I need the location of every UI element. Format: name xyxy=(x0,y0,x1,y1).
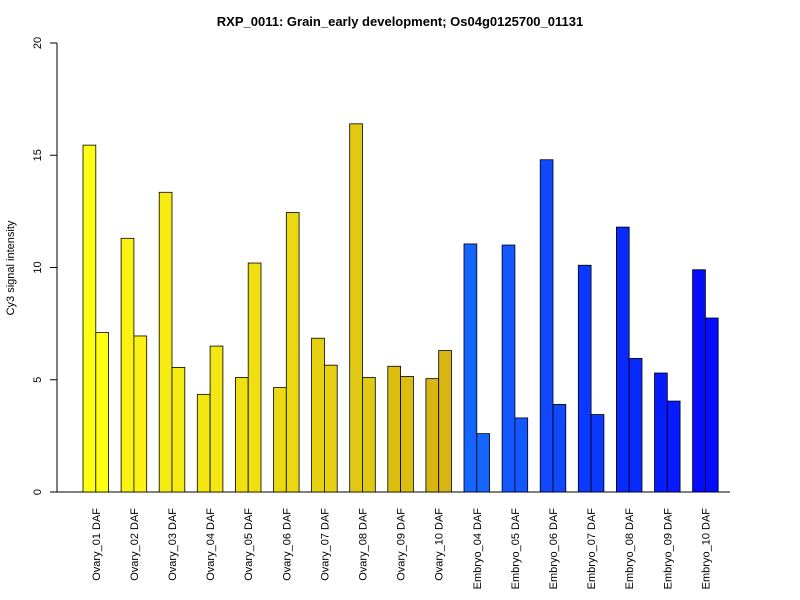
bar xyxy=(285,212,300,493)
y-axis-label: Cy3 signal intensity xyxy=(5,220,17,315)
bar xyxy=(273,387,287,493)
bar xyxy=(539,159,554,493)
bar xyxy=(234,377,249,493)
x-tick-label: Embryo_10 DAF xyxy=(700,508,712,590)
bar xyxy=(120,237,135,493)
bar xyxy=(349,123,363,493)
y-tick-label: 0 xyxy=(32,489,44,495)
x-tick-label: Ovary_08 DAF xyxy=(358,508,370,581)
bar xyxy=(362,377,376,493)
bar xyxy=(171,367,186,493)
y-tick-label: 15 xyxy=(32,149,44,161)
bar xyxy=(577,264,592,493)
bar xyxy=(438,350,452,493)
bar xyxy=(387,365,401,493)
x-tick-label: Embryo_09 DAF xyxy=(662,508,674,590)
bar xyxy=(628,358,643,493)
bar xyxy=(247,262,262,493)
x-tick-label: Embryo_06 DAF xyxy=(548,508,560,590)
bar xyxy=(196,393,211,493)
bar xyxy=(133,335,148,493)
x-tick-label: Ovary_02 DAF xyxy=(129,508,141,581)
x-tick-label: Ovary_10 DAF xyxy=(434,508,446,581)
bar xyxy=(476,433,490,493)
bar xyxy=(552,404,567,493)
bar xyxy=(209,345,224,493)
chart-title: RXP_0011: Grain_early development; Os04g… xyxy=(217,14,583,29)
y-tick-label: 10 xyxy=(32,261,44,273)
y-tick-label: 20 xyxy=(32,37,44,49)
bar xyxy=(501,244,516,493)
bar xyxy=(425,378,440,493)
bar xyxy=(616,226,630,493)
bar xyxy=(311,337,325,493)
x-tick-label: Ovary_04 DAF xyxy=(205,508,217,581)
bar xyxy=(514,417,529,493)
y-tick-label: 5 xyxy=(32,377,44,383)
x-tick-label: Embryo_05 DAF xyxy=(510,508,522,590)
bar xyxy=(95,332,110,493)
plot-area: 0 5 10 15 20 Ovary_01 DAF Ovary_02 DAF Ovary_03… xyxy=(32,37,730,589)
x-tick-label: Ovary_01 DAF xyxy=(91,508,103,581)
x-tick-label: Ovary_03 DAF xyxy=(167,508,179,581)
x-tick-label: Embryo_04 DAF xyxy=(472,508,484,590)
bar xyxy=(590,414,605,493)
x-tick-label: Embryo_08 DAF xyxy=(624,508,636,590)
bar xyxy=(654,372,668,493)
x-tick-label: Ovary_07 DAF xyxy=(319,508,331,581)
x-tick-label: Ovary_06 DAF xyxy=(281,508,293,581)
bar xyxy=(82,144,97,493)
x-tick-label: Embryo_07 DAF xyxy=(586,508,598,590)
bar xyxy=(692,269,706,493)
x-tick-label: Ovary_09 DAF xyxy=(396,508,408,581)
bar xyxy=(463,243,478,493)
bar xyxy=(666,400,681,493)
bar xyxy=(705,317,719,493)
bar xyxy=(158,191,173,493)
bar xyxy=(400,375,414,493)
x-tick-label: Ovary_05 DAF xyxy=(243,508,255,581)
bar xyxy=(323,364,338,493)
